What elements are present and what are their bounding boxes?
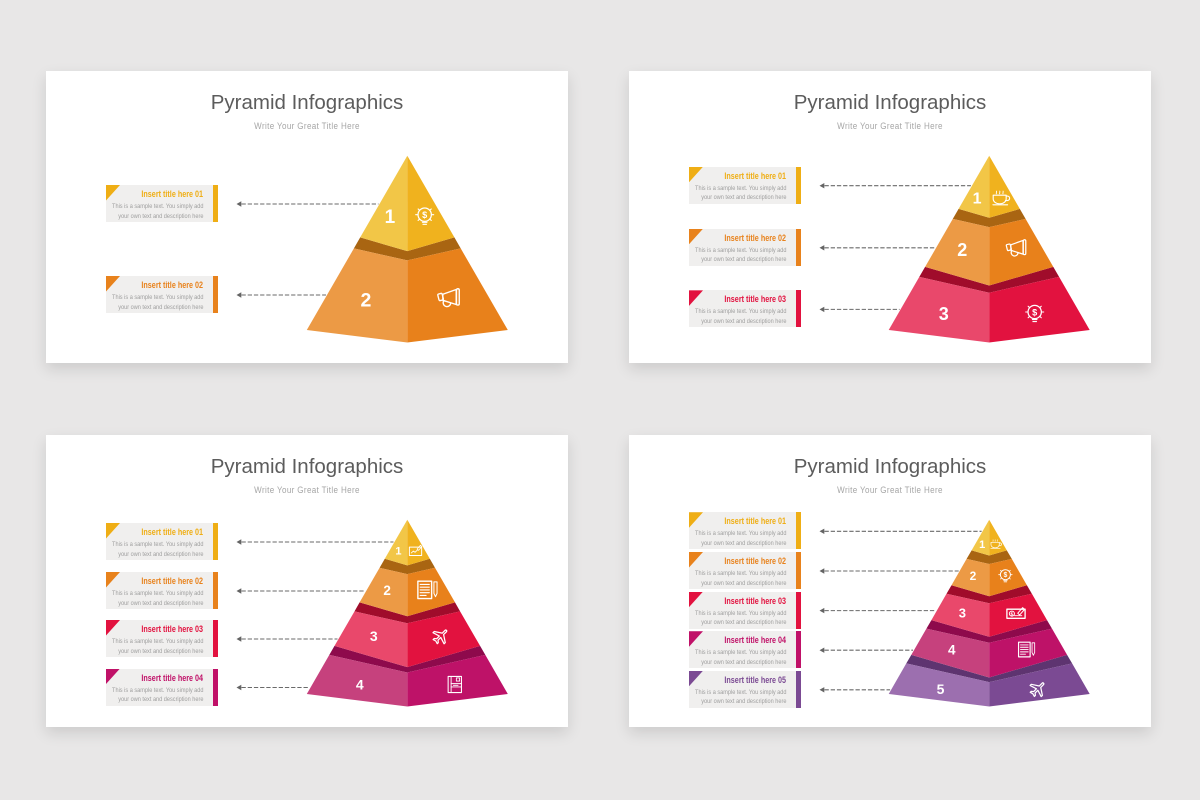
svg-text:2: 2 [383,583,391,598]
svg-text:1: 1 [395,546,401,558]
svg-text:3: 3 [959,605,966,620]
svg-text:$: $ [422,210,427,220]
svg-text:1: 1 [385,207,396,228]
svg-text:$: $ [1011,612,1014,618]
svg-text:2: 2 [957,240,967,260]
svg-text:3: 3 [939,304,949,324]
svg-text:5: 5 [937,681,945,697]
svg-text:$: $ [1003,572,1007,579]
svg-text:4: 4 [356,677,364,693]
svg-text:2: 2 [970,569,977,583]
svg-text:$: $ [1032,307,1037,317]
svg-text:1: 1 [973,191,982,208]
svg-text:3: 3 [370,628,378,644]
svg-text:1: 1 [979,539,985,551]
svg-text:4: 4 [948,642,956,657]
svg-text:2: 2 [360,289,371,311]
